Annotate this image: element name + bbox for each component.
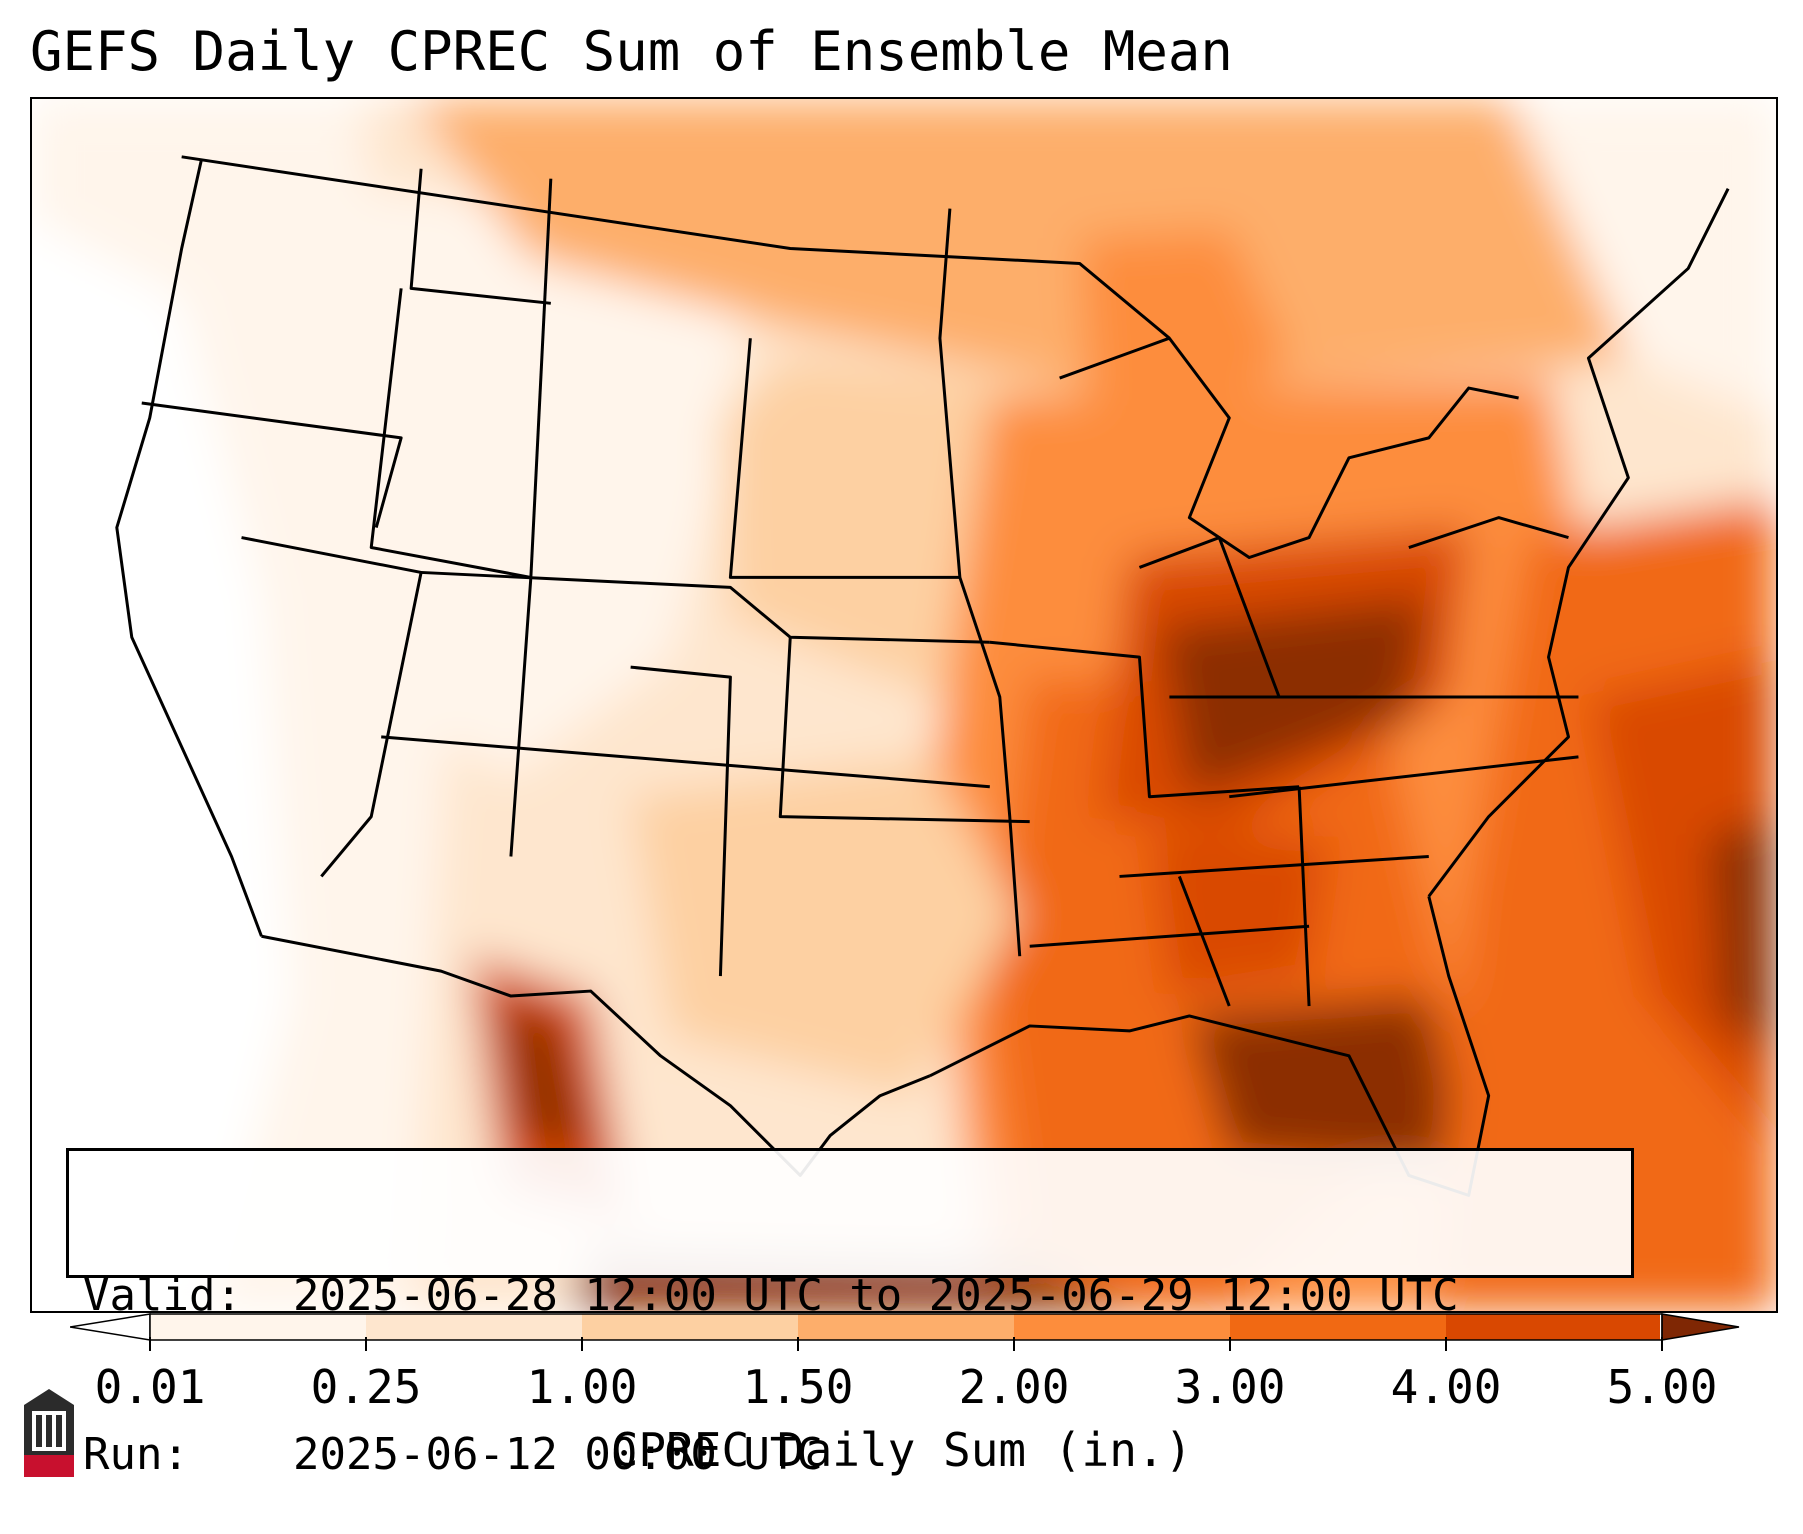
state-line-12 xyxy=(989,640,1300,799)
colorbar-bin-5 xyxy=(1230,1314,1446,1340)
colorbar-tick-label: 5.00 xyxy=(1606,1360,1718,1414)
colorbar-tick-label: 4.00 xyxy=(1390,1360,1502,1414)
valid-time-box: Valid: 2025-06-28 12:00 UTC to 2025-06-2… xyxy=(66,1148,1634,1480)
run-key: Run: xyxy=(83,1429,189,1480)
colorbar-tick xyxy=(1445,1337,1447,1351)
state-line-11 xyxy=(938,208,1022,957)
precip-map xyxy=(30,97,1778,1313)
colorbar-ticks xyxy=(0,1337,1803,1357)
us-canada-border xyxy=(181,155,1171,340)
state-line-10 xyxy=(728,338,960,579)
state-line-9 xyxy=(778,637,1030,824)
state-boundaries xyxy=(115,155,1730,1197)
state-line-19 xyxy=(1177,875,1231,1007)
niu-logo-icon xyxy=(24,1389,74,1477)
colorbar-tick-label: 0.01 xyxy=(94,1360,206,1414)
colorbar-tick xyxy=(1229,1337,1231,1351)
state-line-20 xyxy=(1029,924,1310,948)
colorbar-bin-2 xyxy=(582,1314,798,1340)
colorbar-tick-label: 3.00 xyxy=(1174,1360,1286,1414)
colorbar-tick xyxy=(1661,1337,1663,1351)
colorbar-tick xyxy=(365,1337,367,1351)
colorbar-tick xyxy=(581,1337,583,1351)
run-value: 2025-06-12 00:00 UTC xyxy=(293,1429,823,1480)
colorbar-label: CPREC Daily Sum (in.) xyxy=(610,1423,1193,1477)
colorbar-tick-label: 1.50 xyxy=(742,1360,854,1414)
colorbar xyxy=(70,1313,1740,1341)
run-line: Run: 2025-06-12 00:00 UTC xyxy=(83,1428,1617,1481)
colorbar-bin-1 xyxy=(366,1314,582,1340)
state-line-7 xyxy=(381,735,990,789)
state-line-6 xyxy=(421,570,990,644)
atlantic-coast xyxy=(1427,188,1730,898)
us-west-coast xyxy=(115,158,263,937)
chart-title: GEFS Daily CPREC Sum of Ensemble Mean xyxy=(30,20,1233,83)
state-line-13 xyxy=(1138,536,1281,698)
colorbar-tick xyxy=(149,1337,151,1351)
gulf-coast xyxy=(929,896,1491,1197)
valid-value: 2025-06-28 12:00 UTC to 2025-06-29 12:00… xyxy=(293,1270,1459,1321)
colorbar-bin-6 xyxy=(1446,1314,1660,1340)
state-line-3 xyxy=(369,288,533,857)
state-line-15 xyxy=(1119,855,1429,878)
state-line-1 xyxy=(141,401,403,528)
state-line-14 xyxy=(1297,786,1311,1007)
great-lakes xyxy=(1059,336,1519,559)
precip-shading xyxy=(32,99,1776,1311)
state-line-5 xyxy=(529,178,553,578)
state-line-4 xyxy=(409,168,551,305)
colorbar-bin-4 xyxy=(1014,1314,1230,1340)
state-line-2 xyxy=(241,536,423,878)
colorbar-tick-label: 0.25 xyxy=(310,1360,422,1414)
colorbar-outline xyxy=(149,1313,1663,1341)
colorbar-bin-0 xyxy=(150,1314,366,1340)
state-line-18 xyxy=(1408,516,1569,549)
valid-line: Valid: 2025-06-28 12:00 UTC to 2025-06-2… xyxy=(83,1269,1617,1322)
colorbar-tick xyxy=(797,1337,799,1351)
map-canvas xyxy=(32,99,1776,1311)
colorbar-tick-label: 1.00 xyxy=(526,1360,638,1414)
colorbar-tick-label: 2.00 xyxy=(958,1360,1070,1414)
colorbar-tick xyxy=(1013,1337,1015,1351)
state-line-8 xyxy=(630,665,732,977)
colorbar-bin-3 xyxy=(798,1314,1014,1340)
state-line-17 xyxy=(1229,755,1579,799)
mexico-border xyxy=(261,934,931,1177)
valid-key: Valid: xyxy=(83,1270,242,1321)
